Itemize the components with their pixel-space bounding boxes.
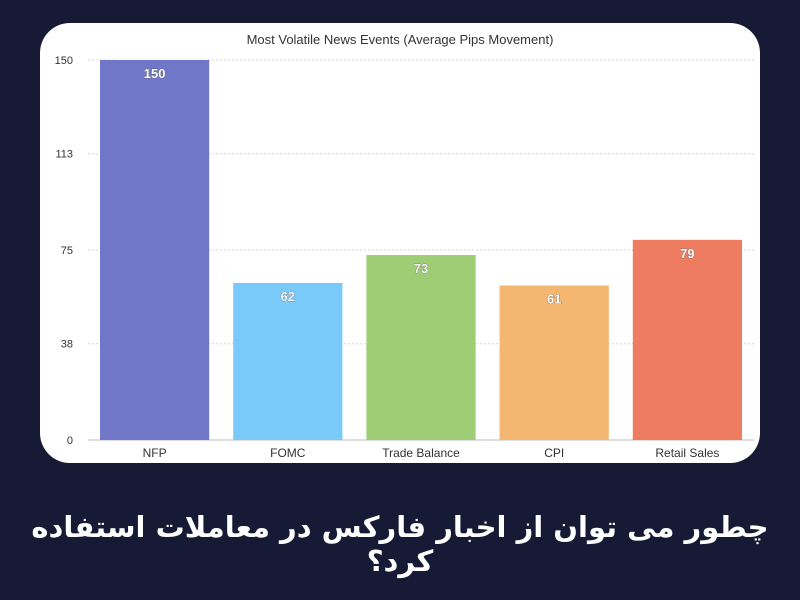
bar <box>499 285 609 440</box>
chart-card: Most Volatile News Events (Average Pips … <box>40 23 760 463</box>
bar-chart: 0 38 75 113 150 150 NFP 62 FOMC 73 Trade Balance 61… <box>55 55 754 460</box>
x-tick-label: Retail Sales <box>655 446 719 460</box>
chart-title: Most Volatile News Events (Average Pips … <box>246 32 554 47</box>
data-label: 62 <box>281 289 295 304</box>
y-tick-label: 150 <box>55 55 73 67</box>
y-tick-label: 113 <box>55 149 73 161</box>
y-tick-label: 38 <box>61 339 73 351</box>
bar <box>99 60 210 440</box>
data-label: 150 <box>144 66 166 81</box>
data-label: 61 <box>547 291 561 306</box>
x-tick-label: CPI <box>544 446 564 460</box>
y-tick-label: 0 <box>67 435 73 447</box>
x-tick-label: FOMC <box>270 446 306 460</box>
bar <box>632 239 743 440</box>
data-label: 79 <box>680 246 694 261</box>
bar <box>366 255 476 440</box>
persian-caption: چطور می توان از اخبار فارکس در معاملات ا… <box>31 510 769 578</box>
y-tick-label: 75 <box>61 245 73 257</box>
data-label: 73 <box>414 261 428 276</box>
x-tick-label: Trade Balance <box>382 446 460 460</box>
x-tick-label: NFP <box>143 446 167 460</box>
bar <box>233 282 343 440</box>
